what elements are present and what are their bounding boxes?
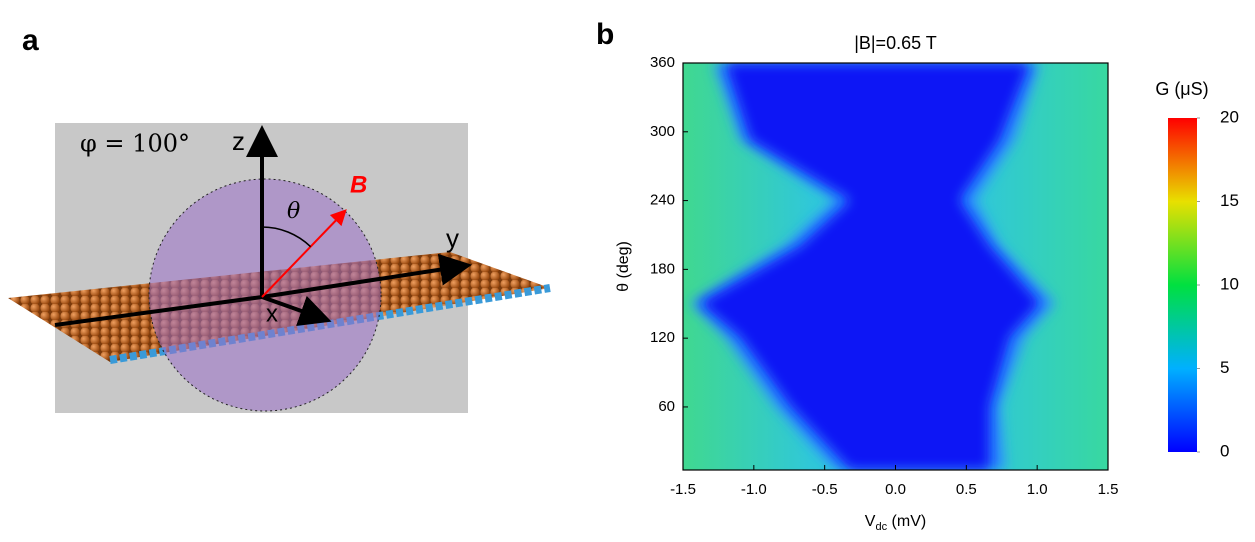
y-axis bbox=[261, 253, 472, 299]
x-label-sub: dc bbox=[875, 521, 887, 533]
colorbar-tick-label: 15 bbox=[1220, 191, 1239, 210]
y-tick-label: 120 bbox=[650, 329, 675, 346]
axis-label: y bbox=[446, 223, 459, 253]
axis-label: x bbox=[266, 300, 278, 327]
x-tick-label: -1.0 bbox=[741, 481, 767, 498]
x-tick-label: -0.5 bbox=[812, 481, 838, 498]
chart-title: |B|=0.65 T bbox=[854, 33, 937, 53]
axis-line bbox=[54, 295, 263, 327]
y-tick-label: 180 bbox=[650, 260, 675, 277]
heatmap bbox=[683, 63, 1108, 470]
angle-arc bbox=[261, 226, 312, 248]
colorbar bbox=[1168, 118, 1197, 452]
axis-label: z bbox=[232, 126, 245, 156]
x-tick-label: -1.5 bbox=[670, 481, 696, 498]
x-label-unit: (mV) bbox=[887, 513, 926, 530]
x-tick-label: 0.5 bbox=[956, 481, 977, 498]
x-tick-label: 0.0 bbox=[885, 481, 906, 498]
field-vector bbox=[261, 209, 347, 298]
panel-b: b bbox=[596, 18, 614, 51]
heatmap-core bbox=[700, 63, 1040, 470]
y-tick-label: 60 bbox=[658, 398, 675, 415]
panel-label: a bbox=[22, 24, 39, 57]
colorbar-tick-label: 10 bbox=[1220, 274, 1239, 293]
x-axis bbox=[261, 295, 332, 327]
y-tick-label: 360 bbox=[650, 54, 675, 71]
colorbar-label: G (μS) bbox=[1155, 79, 1208, 99]
colorbar-tick-label: 5 bbox=[1220, 358, 1229, 377]
panel-a: a φ = 100° z y x θ B bbox=[8, 24, 551, 413]
y-axis-label: θ (deg) bbox=[615, 241, 632, 292]
colorbar-tick-label: 0 bbox=[1220, 441, 1229, 460]
y-tick-label: 240 bbox=[650, 192, 675, 209]
colorbar-tick-label: 20 bbox=[1220, 107, 1239, 126]
x-tick-label: 1.0 bbox=[1027, 481, 1048, 498]
angle-label: θ bbox=[287, 199, 300, 224]
x-label-main: V bbox=[865, 513, 876, 530]
plane-label: φ = 100° bbox=[80, 130, 190, 158]
x-axis-label: Vdc (mV) bbox=[865, 513, 926, 533]
panel-label: b bbox=[596, 18, 614, 51]
x-tick-label: 1.5 bbox=[1098, 481, 1119, 498]
y-tick-label: 300 bbox=[650, 123, 675, 140]
field-label: B bbox=[350, 171, 367, 198]
